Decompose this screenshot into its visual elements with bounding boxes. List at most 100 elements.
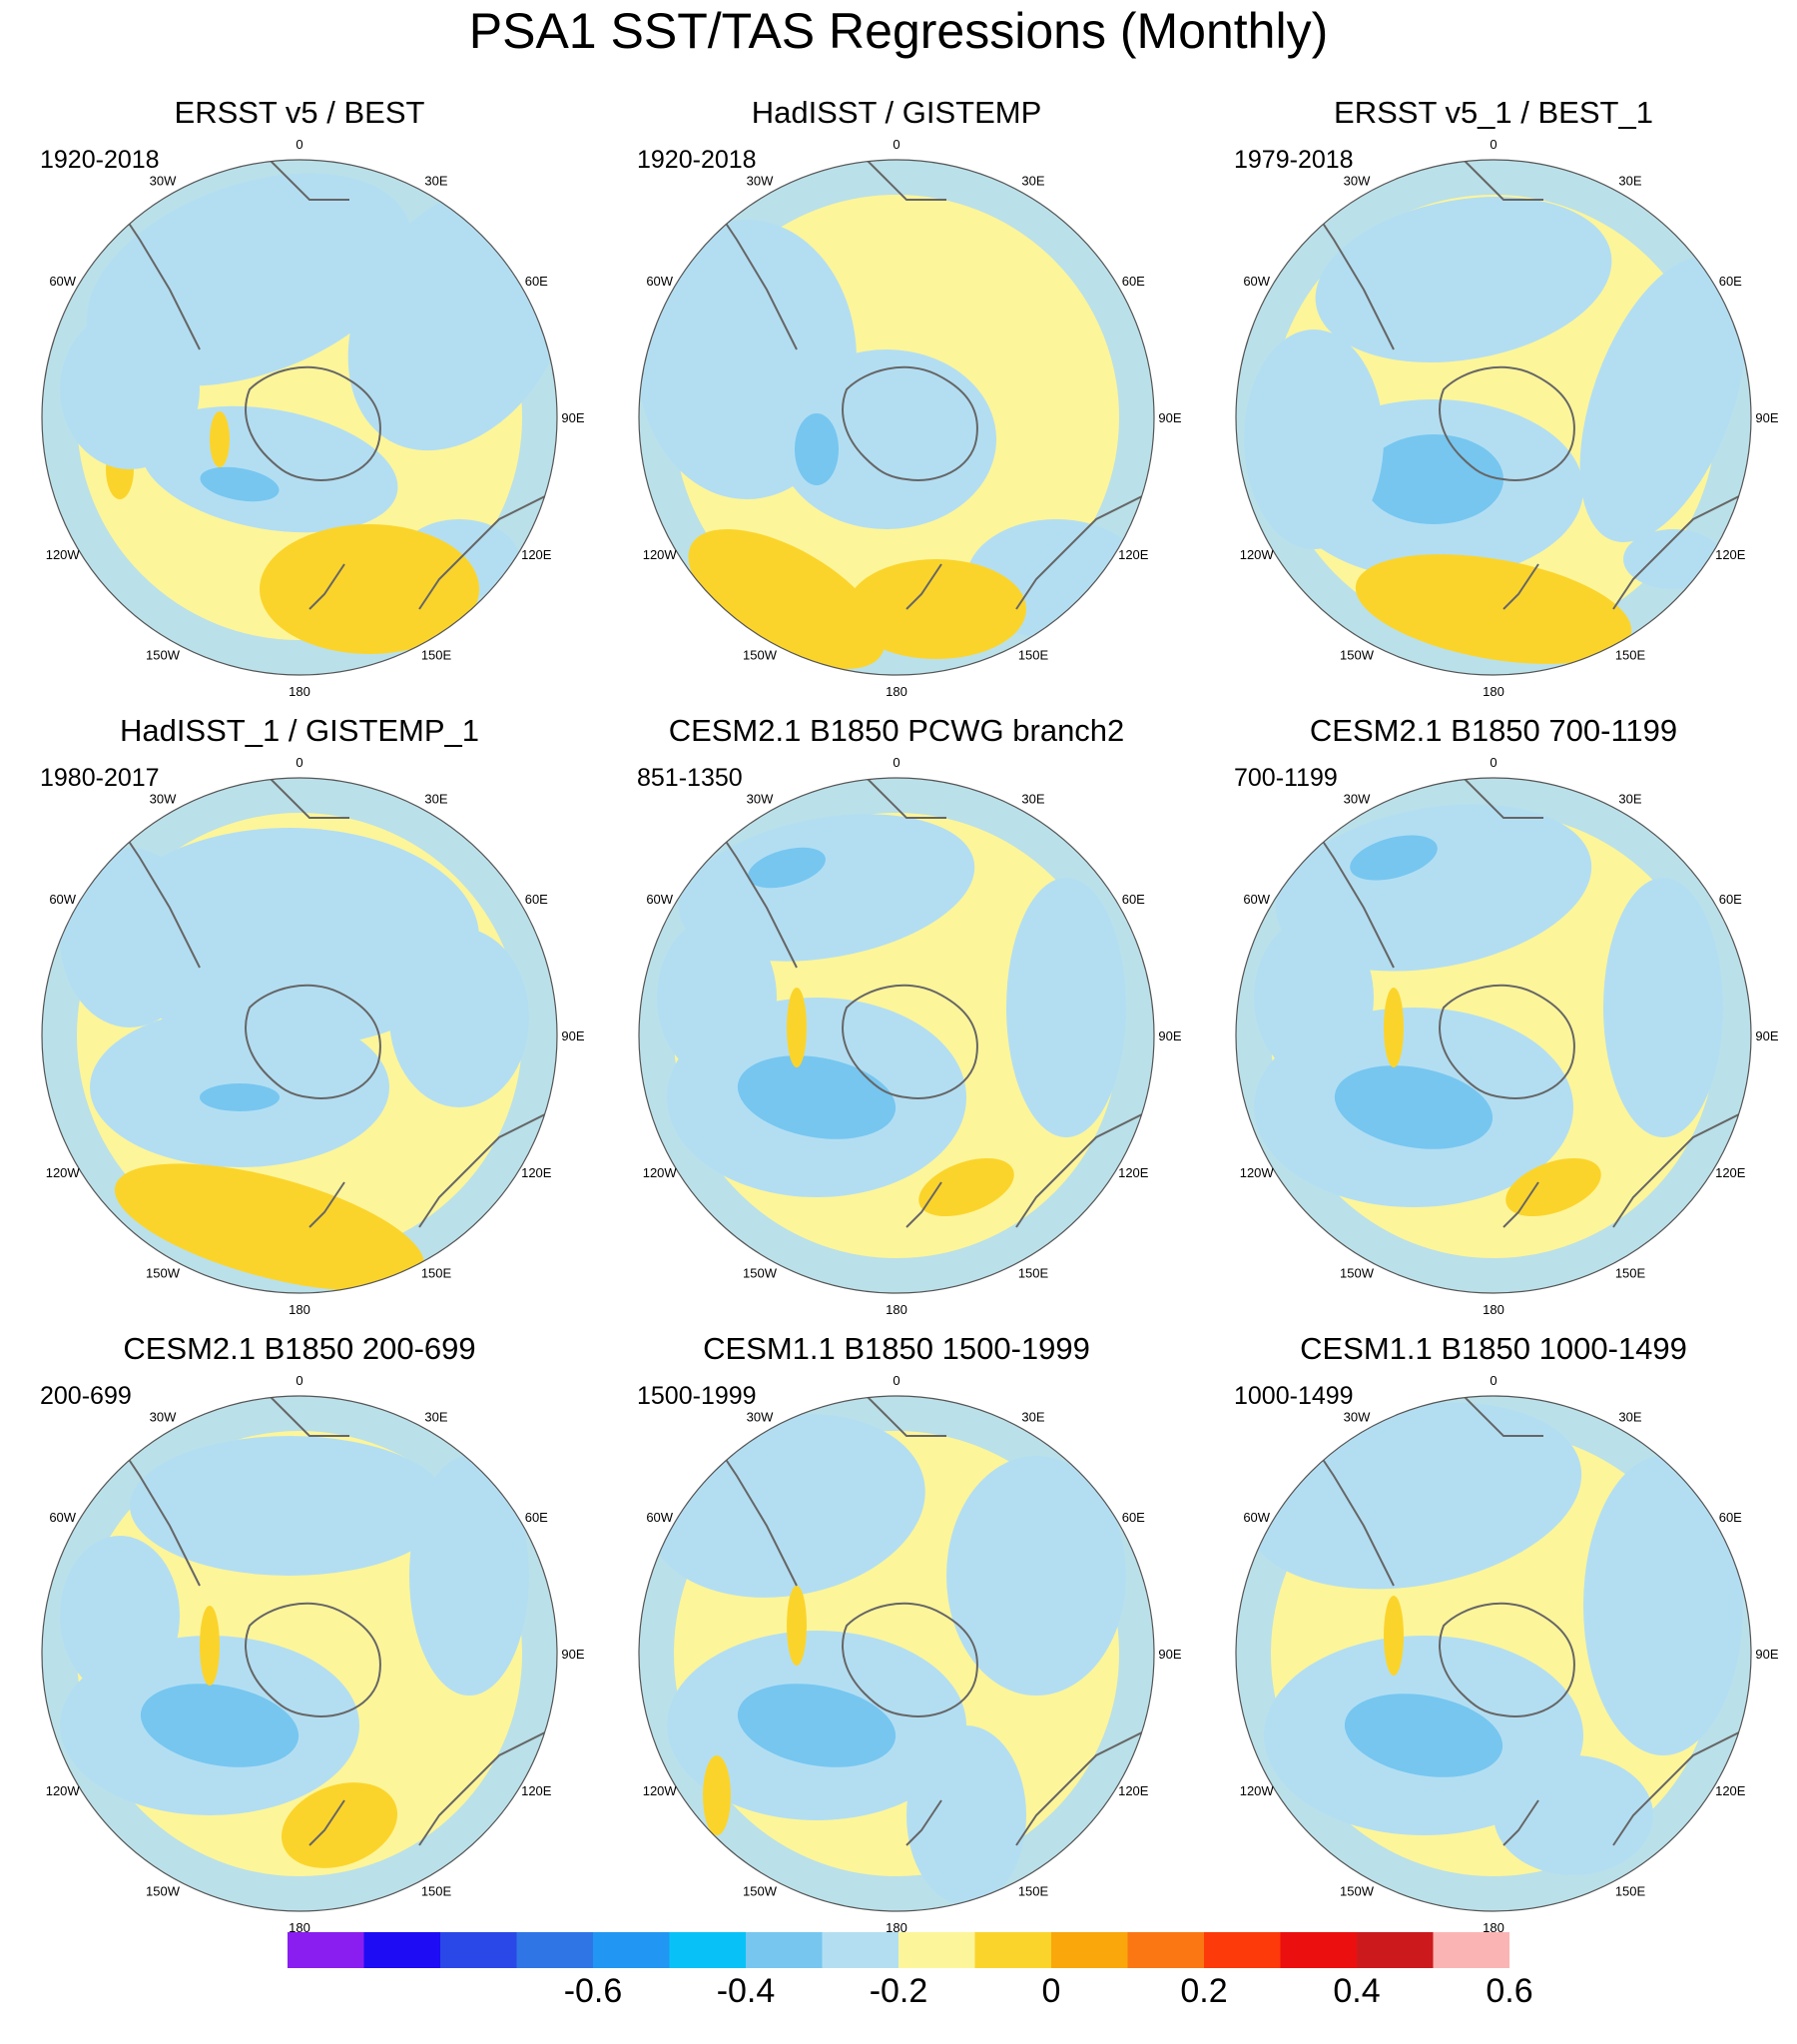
longitude-tick-label: 0 <box>296 758 302 770</box>
new-zealand-coastline <box>1502 563 1539 610</box>
longitude-tick-label: 30E <box>424 1410 447 1425</box>
positive-anomaly <box>688 529 886 669</box>
longitude-tick-label: 60E <box>1719 1510 1742 1525</box>
colorbar <box>288 1932 1509 1968</box>
negative-anomaly <box>1254 918 1374 1077</box>
longitude-tick-label: 150W <box>146 647 181 662</box>
longitude-tick-label: 150E <box>1615 647 1646 662</box>
negative-anomaly <box>1344 1694 1503 1777</box>
positive-anomaly <box>114 1163 425 1291</box>
panel-period: 700-1199 <box>1234 764 1338 792</box>
longitude-tick-label: 90E <box>1755 410 1778 425</box>
polar-map: 030E60E90E120E150E180150W120W90W60W30W <box>40 140 585 699</box>
new-zealand-coastline <box>905 563 942 610</box>
longitude-tick-label: 30E <box>1021 174 1044 189</box>
longitude-tick-label: 150W <box>743 647 778 662</box>
longitude-tick-label: 30W <box>747 174 774 189</box>
longitude-tick-label: 150E <box>1018 1883 1049 1898</box>
negative-anomaly <box>1334 1065 1494 1149</box>
negative-anomaly <box>737 1684 897 1767</box>
antarctica-coastline <box>1439 365 1575 481</box>
longitude-tick-label: 150E <box>1018 647 1049 662</box>
antarctica-coastline <box>1439 1602 1575 1717</box>
longitude-tick-label: 60E <box>1719 274 1742 289</box>
longitude-tick-label: 150W <box>1340 1883 1375 1898</box>
antarctica-coastline <box>245 984 381 1099</box>
map-panel: CESM1.1 B1850 1500-1999 0 30E 60E 90E 120E 150… <box>597 1331 1196 1980</box>
map-border <box>638 1395 1155 1912</box>
colorbar-label: -0.4 <box>716 1972 776 2010</box>
longitude-tick-label: 90E <box>561 1647 584 1662</box>
antarctica-coastline <box>245 365 381 481</box>
longitude-tick-label: 120E <box>521 1783 552 1798</box>
longitude-tick-label: 150E <box>421 647 452 662</box>
map-border <box>1235 777 1752 1294</box>
positive-anomaly <box>1505 1157 1601 1217</box>
longitude-tick-label: 90E <box>1158 410 1181 425</box>
longitude-tick-label: 90E <box>1755 1647 1778 1662</box>
colorbar-segment <box>516 1932 593 1968</box>
australia-coastline <box>418 1724 557 1846</box>
africa-coastline <box>866 160 946 201</box>
new-zealand-coastline <box>308 1799 345 1846</box>
longitude-tick-label: 120E <box>1118 1783 1149 1798</box>
negative-anomaly <box>777 349 996 529</box>
negative-anomaly <box>141 405 398 533</box>
longitude-tick-label: 120E <box>1118 1165 1149 1180</box>
colorbar-segment <box>1357 1932 1434 1968</box>
longitude-tick-label: 30E <box>1021 792 1044 807</box>
longitude-tick-label: 60W <box>646 274 673 289</box>
longitude-tick-label: 0 <box>893 758 899 770</box>
longitude-tick-label: 60W <box>49 1510 76 1525</box>
panel-period: 1979-2018 <box>1234 146 1354 174</box>
new-zealand-coastline <box>905 1181 942 1228</box>
positive-anomaly <box>281 1782 398 1868</box>
negative-anomaly <box>657 918 777 1077</box>
longitude-tick-label: 150W <box>743 1265 778 1280</box>
negative-anomaly <box>1315 197 1612 362</box>
positive-anomaly <box>703 1755 731 1835</box>
longitude-tick-label: 120E <box>521 547 552 562</box>
antarctica-coastline <box>245 1602 381 1717</box>
longitude-tick-label: 30E <box>1618 1410 1641 1425</box>
longitude-tick-label: 90E <box>1755 1028 1778 1043</box>
map-border <box>41 159 558 676</box>
longitude-tick-label: 120E <box>521 1165 552 1180</box>
negative-anomaly <box>906 1725 1026 1905</box>
longitude-tick-label: 180 <box>886 1302 907 1317</box>
map-border <box>638 777 1155 1294</box>
map-panel: ERSST v5_1 / BEST_1 0 30E 60E 90E 120E 150E 180… <box>1194 95 1793 744</box>
longitude-tick-label: 60W <box>49 274 76 289</box>
panel-title: CESM2.1 B1850 PCWG branch2 <box>668 713 1125 748</box>
positive-anomaly <box>847 559 1026 659</box>
longitude-tick-label: 0 <box>893 140 899 152</box>
map-panel: ERSST v5 / BEST 0 30E 60E 90E 120E 150E 180 150W… <box>0 95 599 744</box>
map-panel: CESM2.1 B1850 PCWG branch2 0 30E 60E 90E 120E… <box>597 713 1196 1362</box>
longitude-tick-label: 30E <box>1618 792 1641 807</box>
longitude-tick-label: 120W <box>643 1165 678 1180</box>
panel-period: 1920-2018 <box>637 146 757 174</box>
negative-anomaly <box>795 413 839 485</box>
colorbar-segment <box>1280 1932 1357 1968</box>
colorbar-label: -0.2 <box>869 1972 928 2010</box>
new-zealand-coastline <box>308 1181 345 1228</box>
longitude-tick-label: 120W <box>1240 1783 1275 1798</box>
colorbar-label: 0.4 <box>1333 1972 1381 2010</box>
longitude-tick-label: 120W <box>1240 547 1275 562</box>
positive-anomaly <box>200 1606 220 1686</box>
colorbar-segment <box>974 1932 1051 1968</box>
polar-map: 030E60E90E120E150E180150W120W90W60W30W <box>40 1376 585 1935</box>
longitude-tick-label: 150E <box>421 1265 452 1280</box>
longitude-tick-label: 180 <box>1483 1302 1504 1317</box>
australia-coastline <box>1015 1106 1154 1228</box>
negative-anomaly <box>60 848 200 1027</box>
longitude-tick-label: 180 <box>289 684 310 699</box>
polar-map: 030E60E90E120E150E180150W120W90W60W30W <box>40 758 585 1317</box>
panel-title: ERSST v5 / BEST <box>174 95 425 130</box>
longitude-tick-label: 0 <box>1490 758 1497 770</box>
positive-anomaly <box>1384 1596 1404 1676</box>
colorbar-segment <box>1127 1932 1204 1968</box>
longitude-tick-label: 30W <box>150 1410 177 1425</box>
map-panel: CESM1.1 B1850 1000-1499 0 30E 60E 90E 120E 150… <box>1194 1331 1793 1980</box>
africa-coastline <box>866 1396 946 1437</box>
